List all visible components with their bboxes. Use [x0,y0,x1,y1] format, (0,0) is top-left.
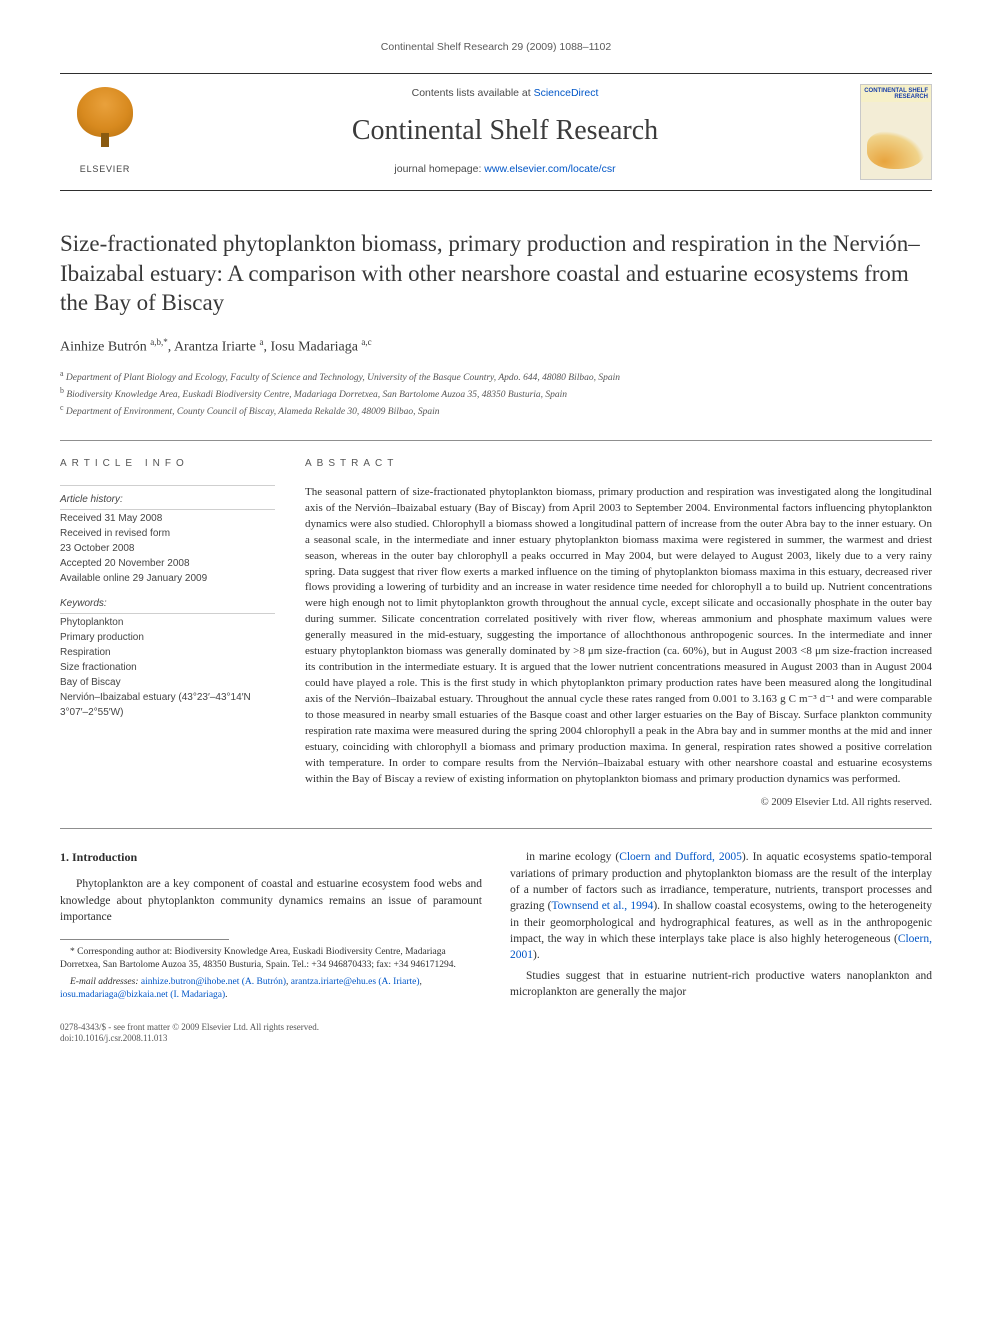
affiliation-a: a Department of Plant Biology and Ecolog… [60,368,932,385]
footnotes: * Corresponding author at: Biodiversity … [60,946,482,1001]
rule-below-abstract [60,828,932,829]
keyword: Nervión–Ibaizabal estuary (43°23′–43°14′… [60,690,275,720]
keyword: Primary production [60,630,275,645]
keywords-head: Keywords: [60,596,275,614]
body-two-column: 1. Introduction Phytoplankton are a key … [60,849,932,1005]
doi-line: doi:10.1016/j.csr.2008.11.013 [60,1033,932,1045]
author-list: Ainhize Butrón a,b,*, Arantza Iriarte a,… [60,336,932,357]
article-history-head: Article history: [60,485,275,510]
info-abstract-row: ARTICLE INFO Article history: Received 3… [60,441,932,811]
history-line: 23 October 2008 [60,541,275,556]
journal-homepage-link[interactable]: www.elsevier.com/locate/csr [484,163,615,175]
contents-available-line: Contents lists available at ScienceDirec… [162,86,848,101]
keyword: Phytoplankton [60,615,275,630]
issn-line: 0278-4343/$ - see front matter © 2009 El… [60,1022,932,1034]
citation-link[interactable]: Townsend et al., 1994 [551,900,653,912]
intro-paragraph: Phytoplankton are a key component of coa… [60,876,482,925]
section-heading-introduction: 1. Introduction [60,849,482,866]
cover-art-icon [867,131,925,169]
contents-prefix: Contents lists available at [412,87,534,99]
email-addresses-line: E-mail addresses: ainhize.butron@ihobe.n… [60,976,482,1002]
sciencedirect-link[interactable]: ScienceDirect [534,87,599,99]
affiliation-c: c Department of Environment, County Coun… [60,402,932,419]
front-matter-tail: 0278-4343/$ - see front matter © 2009 El… [60,1022,932,1045]
history-line: Accepted 20 November 2008 [60,556,275,571]
intro-text: in marine ecology ( [526,851,619,863]
running-header: Continental Shelf Research 29 (2009) 108… [60,40,932,55]
publisher-logo-block: ELSEVIER [60,87,150,176]
intro-text: ). [533,949,540,961]
intro-paragraph: Studies suggest that in estuarine nutrie… [510,968,932,1001]
abstract-copyright: © 2009 Elsevier Ltd. All rights reserved… [305,796,932,811]
history-line: Received 31 May 2008 [60,511,275,526]
affiliations: a Department of Plant Biology and Ecolog… [60,368,932,420]
author-email-link[interactable]: arantza.iriarte@ehu.es (A. Iriarte) [291,977,420,987]
masthead-center: Contents lists available at ScienceDirec… [162,86,848,177]
email-label: E-mail addresses: [70,977,141,987]
history-line: Available online 29 January 2009 [60,571,275,586]
abstract-text: The seasonal pattern of size-fractionate… [305,485,932,788]
abstract-label: ABSTRACT [305,457,932,471]
elsevier-tree-icon [77,87,133,149]
publisher-name: ELSEVIER [80,163,130,176]
affiliation-b: b Biodiversity Knowledge Area, Euskadi B… [60,385,932,402]
intro-paragraph: in marine ecology (Cloern and Dufford, 2… [510,849,932,963]
article-title: Size-fractionated phytoplankton biomass,… [60,229,932,319]
author-email-link[interactable]: ainhize.butron@ihobe.net (A. Butrón) [141,977,286,987]
citation-link[interactable]: Cloern and Dufford, 2005 [619,851,742,863]
cover-title-text: CONTINENTAL SHELF RESEARCH [864,88,928,101]
article-info-column: ARTICLE INFO Article history: Received 3… [60,441,275,811]
footnote-rule [60,939,229,940]
homepage-prefix: journal homepage: [394,163,484,175]
journal-cover-thumbnail: CONTINENTAL SHELF RESEARCH [860,84,932,180]
author-email-link[interactable]: iosu.madariaga@bizkaia.net (I. Madariaga… [60,990,225,1000]
keyword: Respiration [60,645,275,660]
article-info-block: Article history: Received 31 May 2008 Re… [60,485,275,720]
keyword: Bay of Biscay [60,675,275,690]
journal-homepage-line: journal homepage: www.elsevier.com/locat… [162,162,848,177]
abstract-column: ABSTRACT The seasonal pattern of size-fr… [305,441,932,811]
masthead: ELSEVIER Contents lists available at Sci… [60,73,932,191]
history-line: Received in revised form [60,526,275,541]
journal-title: Continental Shelf Research [162,111,848,150]
keyword: Size fractionation [60,660,275,675]
article-info-label: ARTICLE INFO [60,457,275,471]
corresponding-author-note: * Corresponding author at: Biodiversity … [60,946,482,972]
